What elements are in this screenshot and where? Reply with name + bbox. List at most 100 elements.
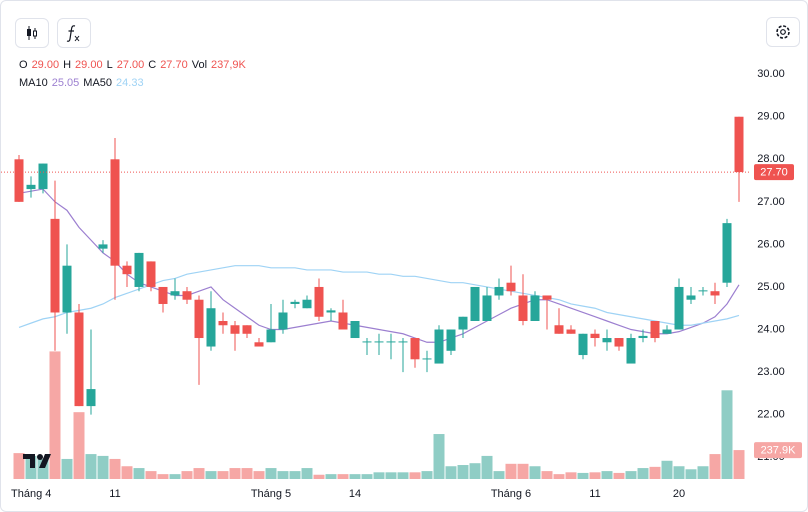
volume-bar: [241, 468, 253, 479]
candle-icon: [27, 26, 37, 40]
candle-body: [410, 338, 420, 360]
candle-body: [230, 325, 240, 334]
volume-marker-label: 237.9K: [761, 444, 797, 456]
candle-body: [182, 291, 192, 300]
candle-body: [86, 389, 96, 407]
candle-body: [650, 321, 660, 339]
candle-body: [698, 290, 708, 292]
candle-body: [458, 316, 468, 330]
legend-value: 27.70: [160, 59, 188, 71]
candle-body: [398, 341, 408, 343]
x-tick-label: Tháng 5: [251, 488, 291, 500]
candle-body: [170, 291, 180, 296]
candle-body: [254, 342, 264, 347]
volume-bar: [553, 474, 565, 479]
settings-button[interactable]: [766, 17, 800, 47]
volume-marker-box: [754, 442, 802, 459]
volume-bar: [337, 474, 349, 479]
candle-body: [98, 244, 108, 249]
volume-bar: [433, 434, 445, 479]
volume-bar: [445, 466, 457, 479]
candle-body: [110, 159, 120, 266]
y-tick-label: 25.00: [757, 281, 785, 293]
x-tick-label: 11: [109, 488, 120, 500]
y-tick-label: 27.00: [757, 196, 785, 208]
volume-bar: [49, 351, 61, 479]
volume-bar: [121, 466, 133, 479]
tradingview-logo: [23, 454, 51, 468]
volume-bar: [529, 466, 541, 479]
candle-body: [362, 341, 372, 343]
candle-body: [506, 282, 516, 292]
legend-label: H: [63, 59, 72, 71]
candle-body: [674, 286, 684, 330]
candle-body: [194, 299, 204, 339]
legend-value: 29.00: [31, 59, 60, 71]
volume-bar: [577, 472, 589, 479]
candle-body: [302, 299, 312, 309]
volume-bar: [637, 468, 649, 479]
volume-bar: [349, 474, 361, 479]
candle-body: [614, 338, 624, 347]
volume-bar: [157, 474, 169, 479]
candle-body: [470, 286, 480, 321]
y-tick-label: 28.00: [757, 153, 785, 165]
volume-bar: [649, 466, 661, 479]
candle-body: [602, 338, 612, 343]
candle-body: [494, 286, 504, 296]
candle-body: [266, 329, 276, 343]
indicators-button[interactable]: [57, 18, 91, 48]
volume-bar: [289, 471, 301, 479]
volume-bar: [517, 463, 529, 479]
volume-bar: [613, 472, 625, 479]
legend-label: O: [19, 59, 28, 71]
volume-bar: [661, 460, 673, 479]
x-tick-label: 20: [673, 488, 685, 500]
volume-bar: [373, 472, 385, 479]
volume-bar: [193, 468, 205, 479]
candle-body: [326, 310, 336, 313]
candle-body: [530, 295, 540, 321]
ma-legend: MA10 25.05 MA50 24.33: [19, 77, 148, 89]
candle-body: [158, 286, 168, 304]
candle-body: [686, 295, 696, 300]
volume-bar: [265, 468, 277, 479]
volume-bar: [733, 450, 745, 479]
candle-body: [722, 223, 732, 283]
legend-value: 237,9K: [211, 59, 246, 71]
last-price-box: [754, 164, 794, 181]
candle-body: [626, 338, 636, 364]
volume-bar: [589, 472, 601, 479]
candle-body: [26, 184, 36, 190]
candle-body: [278, 312, 288, 330]
candle-body: [710, 291, 720, 296]
x-tick-label: 14: [349, 488, 361, 500]
volume-bar: [457, 465, 469, 479]
volume-bar: [505, 463, 517, 479]
candle-body: [542, 295, 552, 300]
legend-label: Vol: [191, 59, 208, 71]
candle-body: [350, 321, 360, 339]
volume-bar: [409, 472, 421, 479]
candle-body: [122, 265, 132, 275]
y-tick-label: 23.00: [757, 366, 785, 378]
volume-bar: [277, 471, 289, 479]
candle-body: [422, 358, 432, 360]
volume-bar: [697, 466, 709, 479]
chart-type-button[interactable]: [15, 18, 49, 48]
y-tick-label: 24.00: [757, 323, 785, 335]
volume-bar: [601, 471, 613, 479]
volume-bar: [361, 474, 373, 479]
candle-body: [566, 329, 576, 334]
candle-body: [662, 329, 672, 334]
candle-body: [290, 301, 300, 304]
legend-label: MA10: [19, 77, 48, 89]
y-tick-label: 26.00: [757, 238, 785, 250]
volume-bar: [181, 471, 193, 479]
candle-body: [242, 325, 252, 334]
volume-bar: [133, 468, 145, 479]
x-tick-label: Tháng 4: [11, 488, 51, 500]
legend-label: L: [106, 59, 113, 71]
volume-bar: [685, 469, 697, 479]
candle-body: [482, 295, 492, 321]
